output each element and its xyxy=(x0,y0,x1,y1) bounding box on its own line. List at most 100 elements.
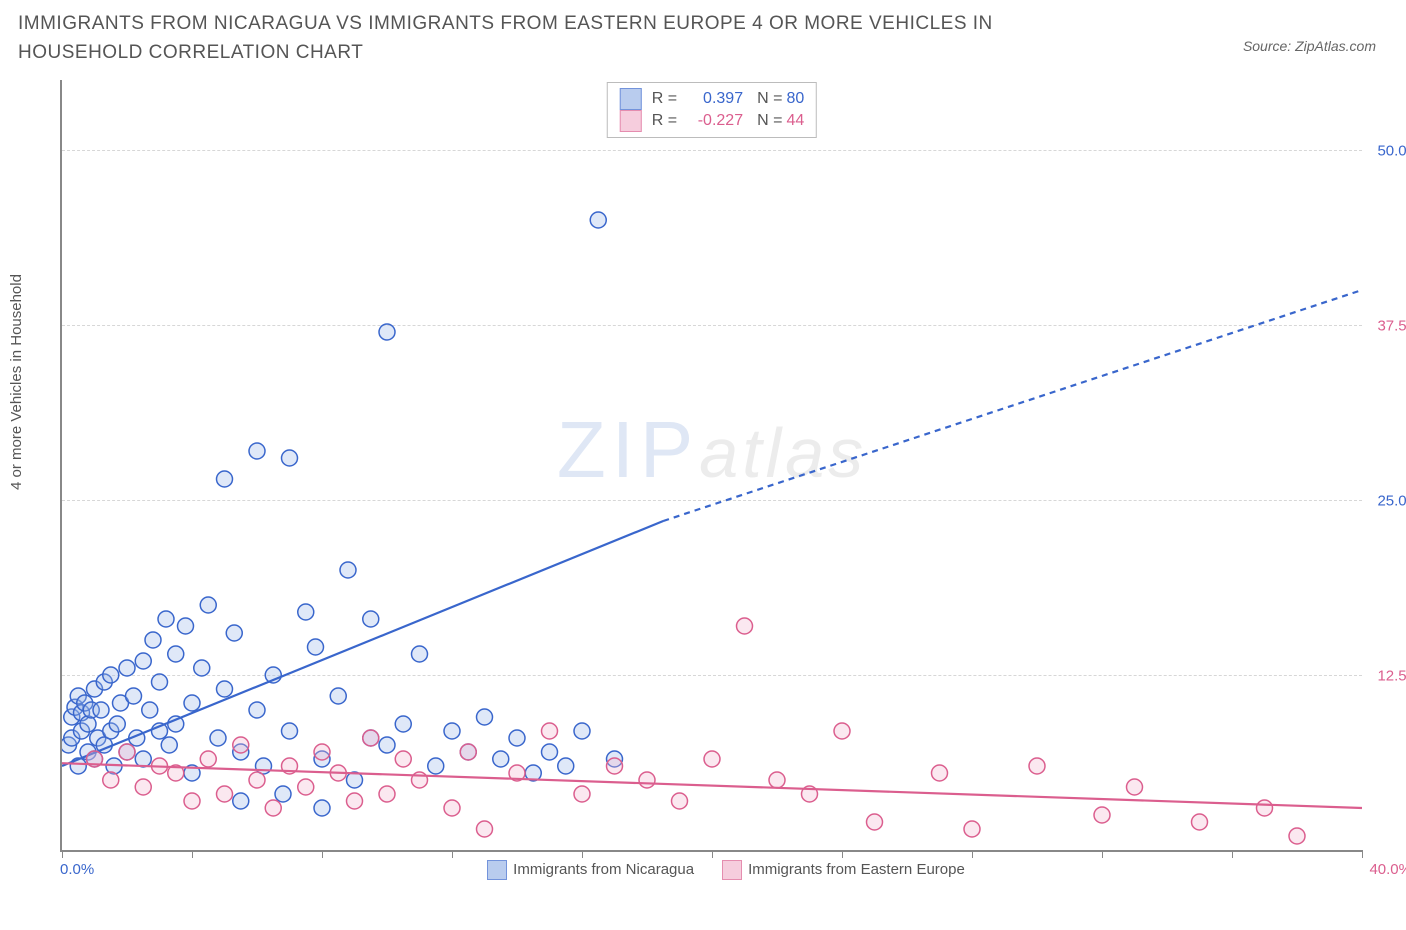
data-point-nicaragua xyxy=(217,681,233,697)
data-point-nicaragua xyxy=(493,751,509,767)
data-point-eastern_europe xyxy=(1192,814,1208,830)
data-point-eastern_europe xyxy=(184,793,200,809)
data-point-nicaragua xyxy=(542,744,558,760)
data-point-nicaragua xyxy=(135,653,151,669)
x-tick xyxy=(1232,850,1233,858)
data-point-eastern_europe xyxy=(363,730,379,746)
data-point-eastern_europe xyxy=(347,793,363,809)
data-point-nicaragua xyxy=(103,667,119,683)
data-point-nicaragua xyxy=(109,716,125,732)
data-point-nicaragua xyxy=(233,793,249,809)
data-point-nicaragua xyxy=(249,443,265,459)
data-point-nicaragua xyxy=(314,800,330,816)
header-row: IMMIGRANTS FROM NICARAGUA VS IMMIGRANTS … xyxy=(0,0,1406,67)
data-point-eastern_europe xyxy=(1257,800,1273,816)
data-point-eastern_europe xyxy=(477,821,493,837)
data-point-nicaragua xyxy=(152,674,168,690)
data-point-nicaragua xyxy=(340,562,356,578)
data-point-nicaragua xyxy=(249,702,265,718)
r-value: 0.397 xyxy=(681,90,743,108)
data-point-nicaragua xyxy=(145,632,161,648)
data-point-nicaragua xyxy=(135,751,151,767)
data-point-eastern_europe xyxy=(119,744,135,760)
data-point-eastern_europe xyxy=(542,723,558,739)
data-point-nicaragua xyxy=(395,716,411,732)
data-point-nicaragua xyxy=(282,723,298,739)
legend-swatch-icon xyxy=(487,860,507,880)
corr-legend-row-eastern_europe: R =-0.227 N =44 xyxy=(620,110,804,132)
x-tick xyxy=(1362,850,1363,858)
x-tick xyxy=(842,850,843,858)
y-tick-label: 25.0% xyxy=(1377,493,1406,510)
n-value: 44 xyxy=(786,112,804,130)
data-point-eastern_europe xyxy=(200,751,216,767)
data-point-nicaragua xyxy=(158,611,174,627)
data-point-nicaragua xyxy=(574,723,590,739)
correlation-legend: R =0.397 N =80 R =-0.227 N =44 xyxy=(607,82,817,138)
data-point-eastern_europe xyxy=(135,779,151,795)
x-tick xyxy=(582,850,583,858)
data-point-nicaragua xyxy=(444,723,460,739)
data-point-nicaragua xyxy=(119,660,135,676)
data-point-nicaragua xyxy=(275,786,291,802)
r-label: R = xyxy=(652,90,677,108)
data-point-nicaragua xyxy=(298,604,314,620)
data-point-nicaragua xyxy=(194,660,210,676)
y-tick-label: 12.5% xyxy=(1377,668,1406,685)
x-tick xyxy=(1102,850,1103,858)
data-point-nicaragua xyxy=(308,639,324,655)
data-point-nicaragua xyxy=(379,324,395,340)
data-point-eastern_europe xyxy=(1127,779,1143,795)
r-label: R = xyxy=(652,112,677,130)
data-point-nicaragua xyxy=(412,646,428,662)
plot-wrapper: 4 or more Vehicles in Household ZIPatlas… xyxy=(18,80,1388,900)
data-point-eastern_europe xyxy=(1029,758,1045,774)
data-point-eastern_europe xyxy=(964,821,980,837)
data-point-eastern_europe xyxy=(1094,807,1110,823)
y-tick-label: 37.5% xyxy=(1377,318,1406,335)
data-point-nicaragua xyxy=(428,758,444,774)
data-point-eastern_europe xyxy=(867,814,883,830)
data-point-eastern_europe xyxy=(574,786,590,802)
data-point-nicaragua xyxy=(126,688,142,704)
data-point-nicaragua xyxy=(142,702,158,718)
legend-swatch-icon xyxy=(620,88,642,110)
data-point-nicaragua xyxy=(363,611,379,627)
data-point-eastern_europe xyxy=(314,744,330,760)
data-point-eastern_europe xyxy=(103,772,119,788)
data-point-eastern_europe xyxy=(704,751,720,767)
data-point-nicaragua xyxy=(168,646,184,662)
data-point-eastern_europe xyxy=(217,786,233,802)
data-point-eastern_europe xyxy=(607,758,623,774)
n-value: 80 xyxy=(786,90,804,108)
data-point-nicaragua xyxy=(217,471,233,487)
data-point-eastern_europe xyxy=(769,772,785,788)
y-tick-label: 50.0% xyxy=(1377,143,1406,160)
n-label: N = xyxy=(757,112,782,130)
scatter-svg xyxy=(62,80,1362,850)
data-point-eastern_europe xyxy=(249,772,265,788)
x-tick xyxy=(192,850,193,858)
data-point-nicaragua xyxy=(379,737,395,753)
data-point-nicaragua xyxy=(282,450,298,466)
data-point-eastern_europe xyxy=(1289,828,1305,844)
data-point-eastern_europe xyxy=(932,765,948,781)
plot-area: ZIPatlas 12.5%25.0%37.5%50.0% R =0.397N … xyxy=(60,80,1362,852)
data-point-nicaragua xyxy=(590,212,606,228)
data-point-nicaragua xyxy=(93,702,109,718)
x-tick xyxy=(712,850,713,858)
data-point-nicaragua xyxy=(178,618,194,634)
n-label: N = xyxy=(757,90,782,108)
x-axis-end-label: 40.0% xyxy=(1369,861,1406,878)
data-point-eastern_europe xyxy=(737,618,753,634)
corr-legend-row-nicaragua: R =0.397 N =80 xyxy=(620,88,804,110)
data-point-eastern_europe xyxy=(639,772,655,788)
trend-line-ext-nicaragua xyxy=(663,290,1362,521)
legend-swatch-icon xyxy=(722,860,742,880)
r-value: -0.227 xyxy=(681,112,743,130)
data-point-nicaragua xyxy=(477,709,493,725)
data-point-nicaragua xyxy=(558,758,574,774)
data-point-nicaragua xyxy=(200,597,216,613)
data-point-eastern_europe xyxy=(460,744,476,760)
data-point-nicaragua xyxy=(226,625,242,641)
